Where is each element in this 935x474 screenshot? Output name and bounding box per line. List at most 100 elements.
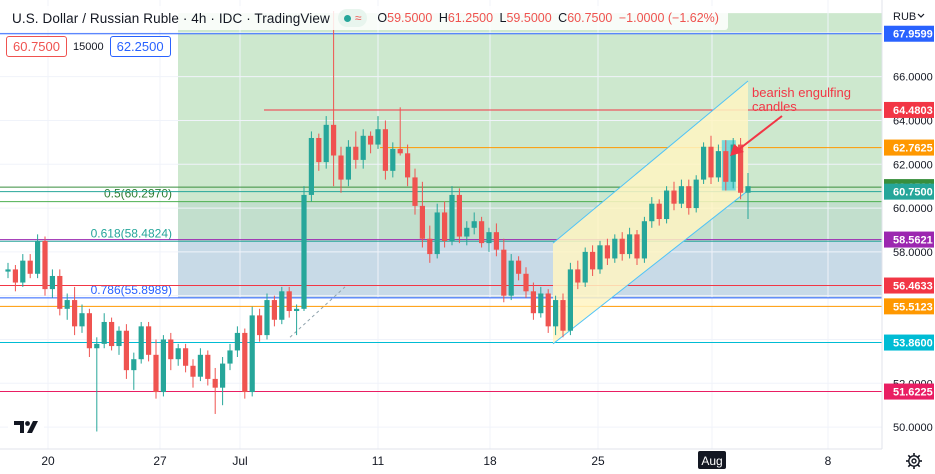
- candle-body: [390, 148, 396, 171]
- candle-body: [360, 135, 366, 160]
- candle-body: [738, 144, 744, 193]
- price-level-tag: [884, 277, 934, 294]
- candle-body: [242, 332, 248, 393]
- candle-body: [493, 232, 499, 250]
- annotation-arrow-head: [730, 144, 744, 156]
- candle-body: [175, 348, 181, 360]
- time-label-highlight: [698, 451, 726, 469]
- price-level-tag-text: 53.8600: [893, 338, 933, 350]
- candle-body: [649, 203, 655, 222]
- candle-body: [701, 146, 707, 180]
- y-tick-label: 50.0000: [893, 422, 933, 434]
- candle-body: [604, 245, 610, 259]
- candle-body: [190, 365, 196, 377]
- candle-body: [286, 291, 292, 312]
- candle-body: [160, 339, 166, 393]
- candle-body: [715, 151, 721, 178]
- currency-chevron-down-icon: [917, 13, 925, 18]
- candle-body: [634, 234, 640, 259]
- candle-body: [730, 144, 736, 182]
- candle-body: [405, 153, 411, 178]
- candle-body: [479, 221, 485, 244]
- candle-body: [183, 348, 189, 366]
- price-level-tag: [884, 231, 934, 248]
- candle-body: [109, 321, 115, 347]
- candle-body: [42, 240, 48, 290]
- candle-body: [464, 227, 470, 237]
- candle-body: [212, 378, 218, 388]
- candle-body: [567, 269, 573, 331]
- sell-button[interactable]: 60.7500: [6, 36, 67, 57]
- candle-body: [501, 249, 507, 296]
- candle-body: [530, 291, 536, 314]
- price-level-tag-text: 56.4633: [893, 281, 933, 293]
- open-label: O: [377, 11, 388, 25]
- x-tick-label: 8: [825, 454, 832, 468]
- fib-zone-middle: [178, 201, 882, 242]
- price-level-tag-text: 62.7625: [893, 143, 933, 155]
- candle-body: [168, 339, 174, 360]
- price-level-tag: [884, 25, 934, 42]
- candle-body: [708, 146, 714, 178]
- candle-body: [94, 343, 100, 349]
- candle-body: [671, 190, 677, 204]
- candle-body: [575, 269, 581, 283]
- y-tick-label: 64.0000: [893, 115, 933, 127]
- candle-body: [397, 148, 403, 154]
- candle-body: [612, 238, 618, 259]
- candle-body: [131, 359, 137, 371]
- price-level-tag: [884, 334, 934, 351]
- candle-body: [508, 260, 514, 296]
- symbol-header[interactable]: U.S. Dollar / Russian Ruble · 4h · IDC ·…: [6, 6, 728, 30]
- buy-button[interactable]: 62.2500: [109, 36, 171, 57]
- high-label: H: [438, 11, 448, 25]
- y-tick-label: 62.0000: [893, 159, 933, 171]
- candle-body: [153, 354, 159, 393]
- candle-body: [79, 313, 85, 327]
- candle-body: [12, 269, 18, 283]
- price-level-tag-text: 60.7500: [893, 187, 933, 199]
- candle-body: [301, 194, 307, 309]
- channel-lower-line: [552, 190, 749, 345]
- candle-body: [449, 194, 455, 241]
- candle-body: [197, 354, 203, 377]
- candle-body: [271, 300, 277, 320]
- candle-body: [5, 269, 11, 272]
- candle-body: [20, 260, 26, 283]
- candle-body: [590, 251, 596, 270]
- price-level-tag-text: 51.6225: [893, 387, 933, 399]
- open-value: 59.5000: [387, 11, 433, 25]
- candle-body: [27, 260, 33, 274]
- candle-body: [316, 137, 322, 163]
- candle-body: [619, 238, 625, 255]
- candle-body: [375, 129, 381, 145]
- candle-body: [560, 300, 566, 331]
- symbol-title[interactable]: U.S. Dollar / Russian Ruble · 4h · IDC ·…: [12, 10, 330, 26]
- change-value: −1.0000 (−1.62%): [618, 11, 719, 25]
- candle-body: [723, 151, 729, 182]
- low-label: L: [499, 11, 507, 25]
- candle-body: [686, 186, 692, 209]
- annotation-text-line2: candles: [752, 99, 797, 114]
- fib-level-label: 0.786(55.8989): [91, 283, 172, 297]
- candle-body: [427, 238, 433, 255]
- candle-body: [745, 186, 751, 193]
- candle-body: [627, 234, 633, 255]
- candle-body: [353, 146, 359, 160]
- price-level-tag: [884, 383, 934, 400]
- tradingview-logo-icon: [14, 421, 38, 433]
- price-level-tag: [884, 101, 934, 118]
- x-tick-label: 20: [41, 454, 55, 468]
- candle-body: [678, 186, 684, 204]
- tradingview-logo[interactable]: [8, 412, 44, 442]
- wave-icon: ≈: [354, 11, 362, 25]
- candle-body: [86, 313, 92, 349]
- candle-body: [264, 300, 270, 336]
- x-tick-label: 11: [372, 454, 385, 468]
- candle-body: [486, 232, 492, 244]
- market-status-badge[interactable]: ≈: [337, 9, 368, 27]
- settings-gear-icon[interactable]: [905, 452, 923, 470]
- currency-label: RUB: [893, 11, 916, 23]
- candle-body: [101, 321, 107, 344]
